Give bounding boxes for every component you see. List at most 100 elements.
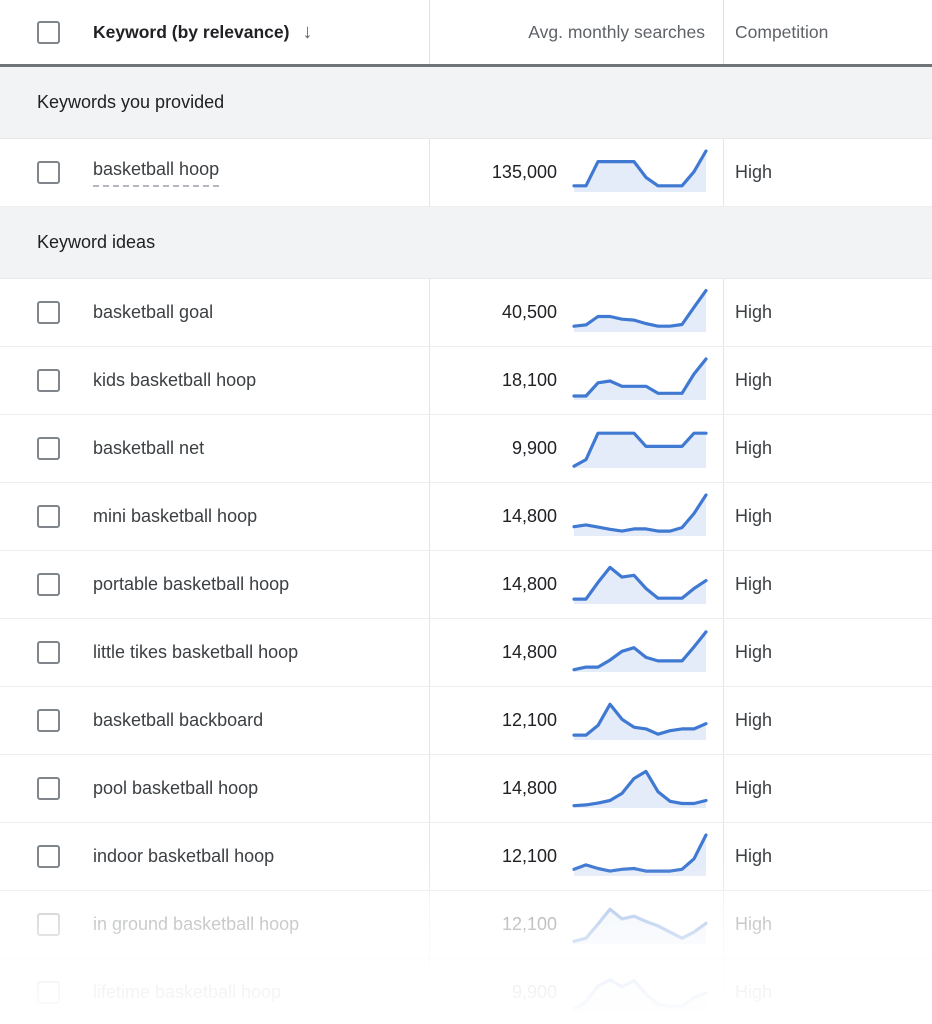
competition-cell: High	[724, 483, 932, 550]
avg-monthly-searches-cell: 14,800	[430, 755, 724, 822]
row-checkbox[interactable]	[37, 301, 60, 324]
keyword-cell: portable basketball hoop	[0, 551, 430, 618]
section-label: Keyword ideas	[37, 232, 156, 252]
trend-sparkline-chart	[570, 626, 710, 679]
table-row: little tikes basketball hoop 14,800 High	[0, 619, 932, 687]
table-row: indoor basketball hoop 12,100 High	[0, 823, 932, 891]
row-checkbox[interactable]	[37, 369, 60, 392]
avg-monthly-searches-cell: 14,800	[430, 483, 724, 550]
competition-value: High	[735, 982, 773, 1002]
competition-value: High	[735, 710, 773, 730]
keyword-text: in ground basketball hoop	[93, 914, 300, 934]
competition-cell: High	[724, 415, 932, 482]
keyword-header-cell: Keyword (by relevance) ↓	[0, 0, 430, 64]
keyword-cell: kids basketball hoop	[0, 347, 430, 414]
table-row: basketball net 9,900 High	[0, 415, 932, 483]
competition-value: High	[735, 778, 773, 798]
search-volume-value: 14,800	[501, 778, 557, 798]
search-volume-value: 14,800	[501, 574, 557, 594]
trend-sparkline-chart	[570, 694, 710, 747]
trend-sparkline-chart	[570, 354, 710, 407]
trend-sparkline-chart	[570, 146, 710, 199]
competition-cell: High	[724, 139, 932, 206]
search-volume-value: 14,800	[501, 642, 557, 662]
keyword-text: basketball net	[93, 438, 205, 458]
row-checkbox[interactable]	[37, 437, 60, 460]
keyword-cell: basketball net	[0, 415, 430, 482]
search-volume-value: 40,500	[501, 302, 557, 322]
search-volume-value: 18,100	[501, 370, 557, 390]
trend-sparkline-chart	[570, 830, 710, 883]
keyword-cell: basketball hoop	[0, 139, 430, 206]
keyword-text[interactable]: basketball hoop	[93, 159, 220, 187]
search-volume-value: 9,900	[511, 438, 557, 458]
keyword-cell: indoor basketball hoop	[0, 823, 430, 890]
avg-monthly-searches-cell: 14,800	[430, 551, 724, 618]
trend-sparkline-chart	[570, 422, 710, 475]
keyword-cell: lifetime basketball hoop	[0, 959, 430, 1024]
competition-cell: High	[724, 823, 932, 890]
table-row: basketball backboard 12,100 High	[0, 687, 932, 755]
select-all-checkbox[interactable]	[37, 20, 60, 44]
avg-monthly-searches-cell: 18,100	[430, 347, 724, 414]
row-checkbox[interactable]	[37, 641, 60, 664]
search-volume-value: 135,000	[491, 162, 557, 182]
keyword-text: basketball backboard	[93, 710, 264, 730]
row-checkbox[interactable]	[37, 981, 60, 1004]
avg-monthly-searches-cell: 9,900	[430, 959, 724, 1024]
competition-cell: High	[724, 619, 932, 686]
trend-sparkline-chart	[570, 286, 710, 339]
sort-descending-icon[interactable]: ↓	[302, 21, 313, 43]
search-volume-value: 12,100	[501, 710, 557, 730]
avg-monthly-searches-cell: 12,100	[430, 687, 724, 754]
table-row: pool basketball hoop 14,800 High	[0, 755, 932, 823]
keyword-cell: little tikes basketball hoop	[0, 619, 430, 686]
competition-value: High	[735, 642, 773, 662]
table-row: mini basketball hoop 14,800 High	[0, 483, 932, 551]
section-label: Keywords you provided	[37, 92, 225, 112]
competition-value: High	[735, 846, 773, 866]
search-volume-value: 12,100	[501, 846, 557, 866]
keyword-column-header[interactable]: Keyword (by relevance)	[93, 21, 290, 42]
row-checkbox[interactable]	[37, 505, 60, 528]
table-body: Keywords you provided basketball hoop 135,…	[0, 67, 932, 1024]
competition-column-header[interactable]: Competition	[735, 21, 829, 42]
competition-cell: High	[724, 551, 932, 618]
competition-value: High	[735, 438, 773, 458]
table-row: basketball goal 40,500 High	[0, 279, 932, 347]
competition-cell: High	[724, 279, 932, 346]
keyword-cell: pool basketball hoop	[0, 755, 430, 822]
avg-monthly-searches-cell: 40,500	[430, 279, 724, 346]
avg-monthly-searches-cell: 12,100	[430, 891, 724, 958]
search-volume-value: 14,800	[501, 506, 557, 526]
search-volume-value: 12,100	[501, 914, 557, 934]
keyword-text: portable basketball hoop	[93, 574, 290, 594]
row-checkbox[interactable]	[37, 573, 60, 596]
keyword-cell: basketball backboard	[0, 687, 430, 754]
row-checkbox[interactable]	[37, 777, 60, 800]
table-row: basketball hoop 135,000 High	[0, 139, 932, 207]
section-header: Keywords you provided	[0, 67, 932, 139]
row-checkbox[interactable]	[37, 161, 60, 184]
row-checkbox[interactable]	[37, 913, 60, 936]
competition-cell: High	[724, 755, 932, 822]
avg-monthly-searches-cell: 12,100	[430, 823, 724, 890]
keyword-cell: basketball goal	[0, 279, 430, 346]
keyword-cell: mini basketball hoop	[0, 483, 430, 550]
keyword-text: basketball goal	[93, 302, 214, 322]
table-row: lifetime basketball hoop 9,900 High	[0, 959, 932, 1024]
avg-monthly-searches-cell: 135,000	[430, 139, 724, 206]
row-checkbox[interactable]	[37, 845, 60, 868]
competition-cell: High	[724, 347, 932, 414]
avg-monthly-searches-cell: 9,900	[430, 415, 724, 482]
keyword-text: indoor basketball hoop	[93, 846, 275, 866]
competition-value: High	[735, 506, 773, 526]
avg-monthly-searches-column-header[interactable]: Avg. monthly searches	[430, 0, 724, 64]
keyword-text: kids basketball hoop	[93, 370, 257, 390]
row-checkbox[interactable]	[37, 709, 60, 732]
keyword-text: lifetime basketball hoop	[93, 982, 282, 1002]
table-row: portable basketball hoop 14,800 High	[0, 551, 932, 619]
keyword-text: little tikes basketball hoop	[93, 642, 299, 662]
competition-cell: High	[724, 891, 932, 958]
